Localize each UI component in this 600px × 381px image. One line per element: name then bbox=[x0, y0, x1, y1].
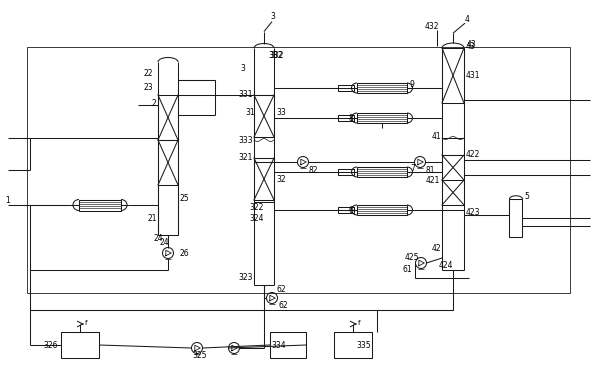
Text: 22: 22 bbox=[144, 69, 154, 77]
Text: 5: 5 bbox=[524, 192, 529, 200]
Text: 8: 8 bbox=[349, 114, 354, 123]
Text: 4: 4 bbox=[465, 14, 470, 24]
Text: 431: 431 bbox=[466, 71, 481, 80]
Text: f: f bbox=[358, 320, 361, 326]
Text: 423: 423 bbox=[466, 208, 481, 216]
Text: 6: 6 bbox=[349, 205, 354, 215]
Text: 25: 25 bbox=[180, 194, 190, 202]
Bar bbox=[338, 207, 354, 213]
Text: 24: 24 bbox=[160, 237, 170, 247]
Text: 322: 322 bbox=[249, 202, 263, 211]
Text: 42: 42 bbox=[432, 243, 442, 253]
Text: 43: 43 bbox=[467, 40, 477, 48]
Text: 24: 24 bbox=[153, 234, 163, 242]
Bar bbox=[254, 95, 274, 137]
Text: 323: 323 bbox=[238, 272, 253, 282]
Bar bbox=[338, 85, 354, 91]
Text: 9: 9 bbox=[410, 80, 415, 88]
Bar bbox=[338, 115, 354, 121]
Text: f: f bbox=[85, 320, 88, 326]
Text: 23: 23 bbox=[144, 83, 154, 91]
Bar bbox=[270, 332, 306, 358]
Text: 3: 3 bbox=[240, 64, 245, 72]
Text: 324: 324 bbox=[249, 213, 263, 223]
Text: 432: 432 bbox=[425, 21, 439, 30]
Bar bbox=[61, 332, 99, 358]
Text: 41: 41 bbox=[432, 131, 442, 141]
Text: 321: 321 bbox=[238, 152, 253, 162]
Text: 62: 62 bbox=[277, 285, 287, 295]
Text: 43: 43 bbox=[466, 42, 476, 51]
Text: 325: 325 bbox=[192, 352, 206, 360]
Text: 421: 421 bbox=[426, 176, 440, 184]
Text: 334: 334 bbox=[271, 341, 286, 349]
Bar bbox=[357, 83, 407, 93]
Text: 1: 1 bbox=[5, 195, 10, 205]
Text: 3: 3 bbox=[270, 12, 275, 21]
Text: 62: 62 bbox=[279, 301, 289, 309]
Bar bbox=[158, 95, 178, 140]
Text: 82: 82 bbox=[309, 165, 319, 174]
Bar bbox=[27, 47, 570, 293]
Text: 422: 422 bbox=[466, 149, 481, 158]
Text: 81: 81 bbox=[426, 165, 436, 174]
Text: 424: 424 bbox=[439, 261, 454, 269]
Text: 26: 26 bbox=[180, 248, 190, 258]
Text: 33: 33 bbox=[276, 107, 286, 117]
Bar bbox=[334, 332, 372, 358]
Bar bbox=[79, 200, 121, 210]
Bar bbox=[509, 199, 523, 237]
Text: 21: 21 bbox=[148, 213, 157, 223]
Text: 335: 335 bbox=[356, 341, 371, 349]
Text: 332: 332 bbox=[269, 51, 283, 59]
Text: 425: 425 bbox=[405, 253, 419, 261]
Bar bbox=[338, 169, 354, 175]
Text: 7: 7 bbox=[410, 163, 415, 173]
Text: 2: 2 bbox=[152, 99, 157, 107]
Text: 32: 32 bbox=[276, 174, 286, 184]
Bar bbox=[442, 155, 464, 205]
Text: 331: 331 bbox=[238, 90, 253, 99]
Bar bbox=[442, 48, 464, 103]
Text: 31: 31 bbox=[245, 107, 254, 117]
Bar bbox=[357, 113, 407, 123]
Text: 332: 332 bbox=[268, 51, 283, 59]
Bar bbox=[254, 158, 274, 200]
Bar bbox=[357, 167, 407, 177]
Bar bbox=[357, 205, 407, 215]
Text: 333: 333 bbox=[238, 136, 253, 144]
Text: 326: 326 bbox=[44, 341, 58, 349]
Text: 61: 61 bbox=[403, 266, 413, 274]
Bar bbox=[158, 140, 178, 185]
